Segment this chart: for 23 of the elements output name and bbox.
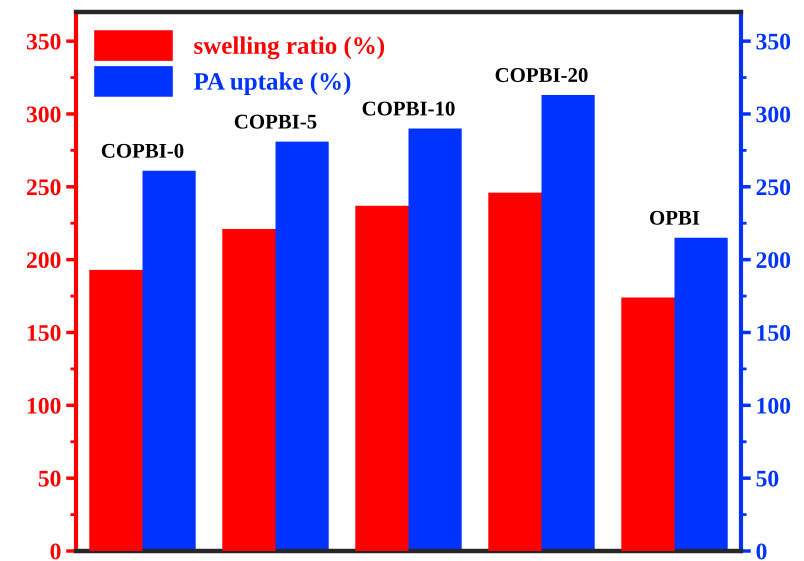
y-tick-label: 100 — [28, 398, 61, 414]
y-tick-label: 50 — [38, 470, 61, 487]
x-tick-label: COPBI-0 — [102, 144, 184, 158]
y2-tick-label: 250 — [756, 179, 790, 196]
y2-tick-label: 350 — [756, 34, 790, 50]
x-tick-label: COPBI-5 — [234, 114, 316, 129]
y-tick-label: 0 — [50, 543, 61, 560]
y-tick-label: 200 — [26, 252, 61, 268]
legend-label: swelling ratio (%) — [194, 36, 384, 60]
x-tick-label: COPBI-10 — [362, 102, 455, 116]
y-tick-label: 250 — [26, 179, 61, 196]
y2-tick-label: 200 — [756, 252, 790, 268]
y2-tick-label: 150 — [757, 324, 790, 341]
y-tick-label: 150 — [28, 324, 61, 341]
x-tick-label: COPBI-20 — [496, 68, 588, 82]
y-tick-label: 350 — [26, 34, 61, 50]
y2-tick-label: 100 — [757, 398, 790, 414]
y2-tick-label: 50 — [756, 470, 778, 487]
legend-label: PA uptake (%) — [194, 72, 350, 95]
y-tick-label: 300 — [26, 106, 61, 122]
y2-tick-label: 0 — [756, 543, 766, 560]
y2-tick-label: 300 — [756, 106, 790, 122]
x-tick-label: OPBI — [650, 210, 700, 225]
